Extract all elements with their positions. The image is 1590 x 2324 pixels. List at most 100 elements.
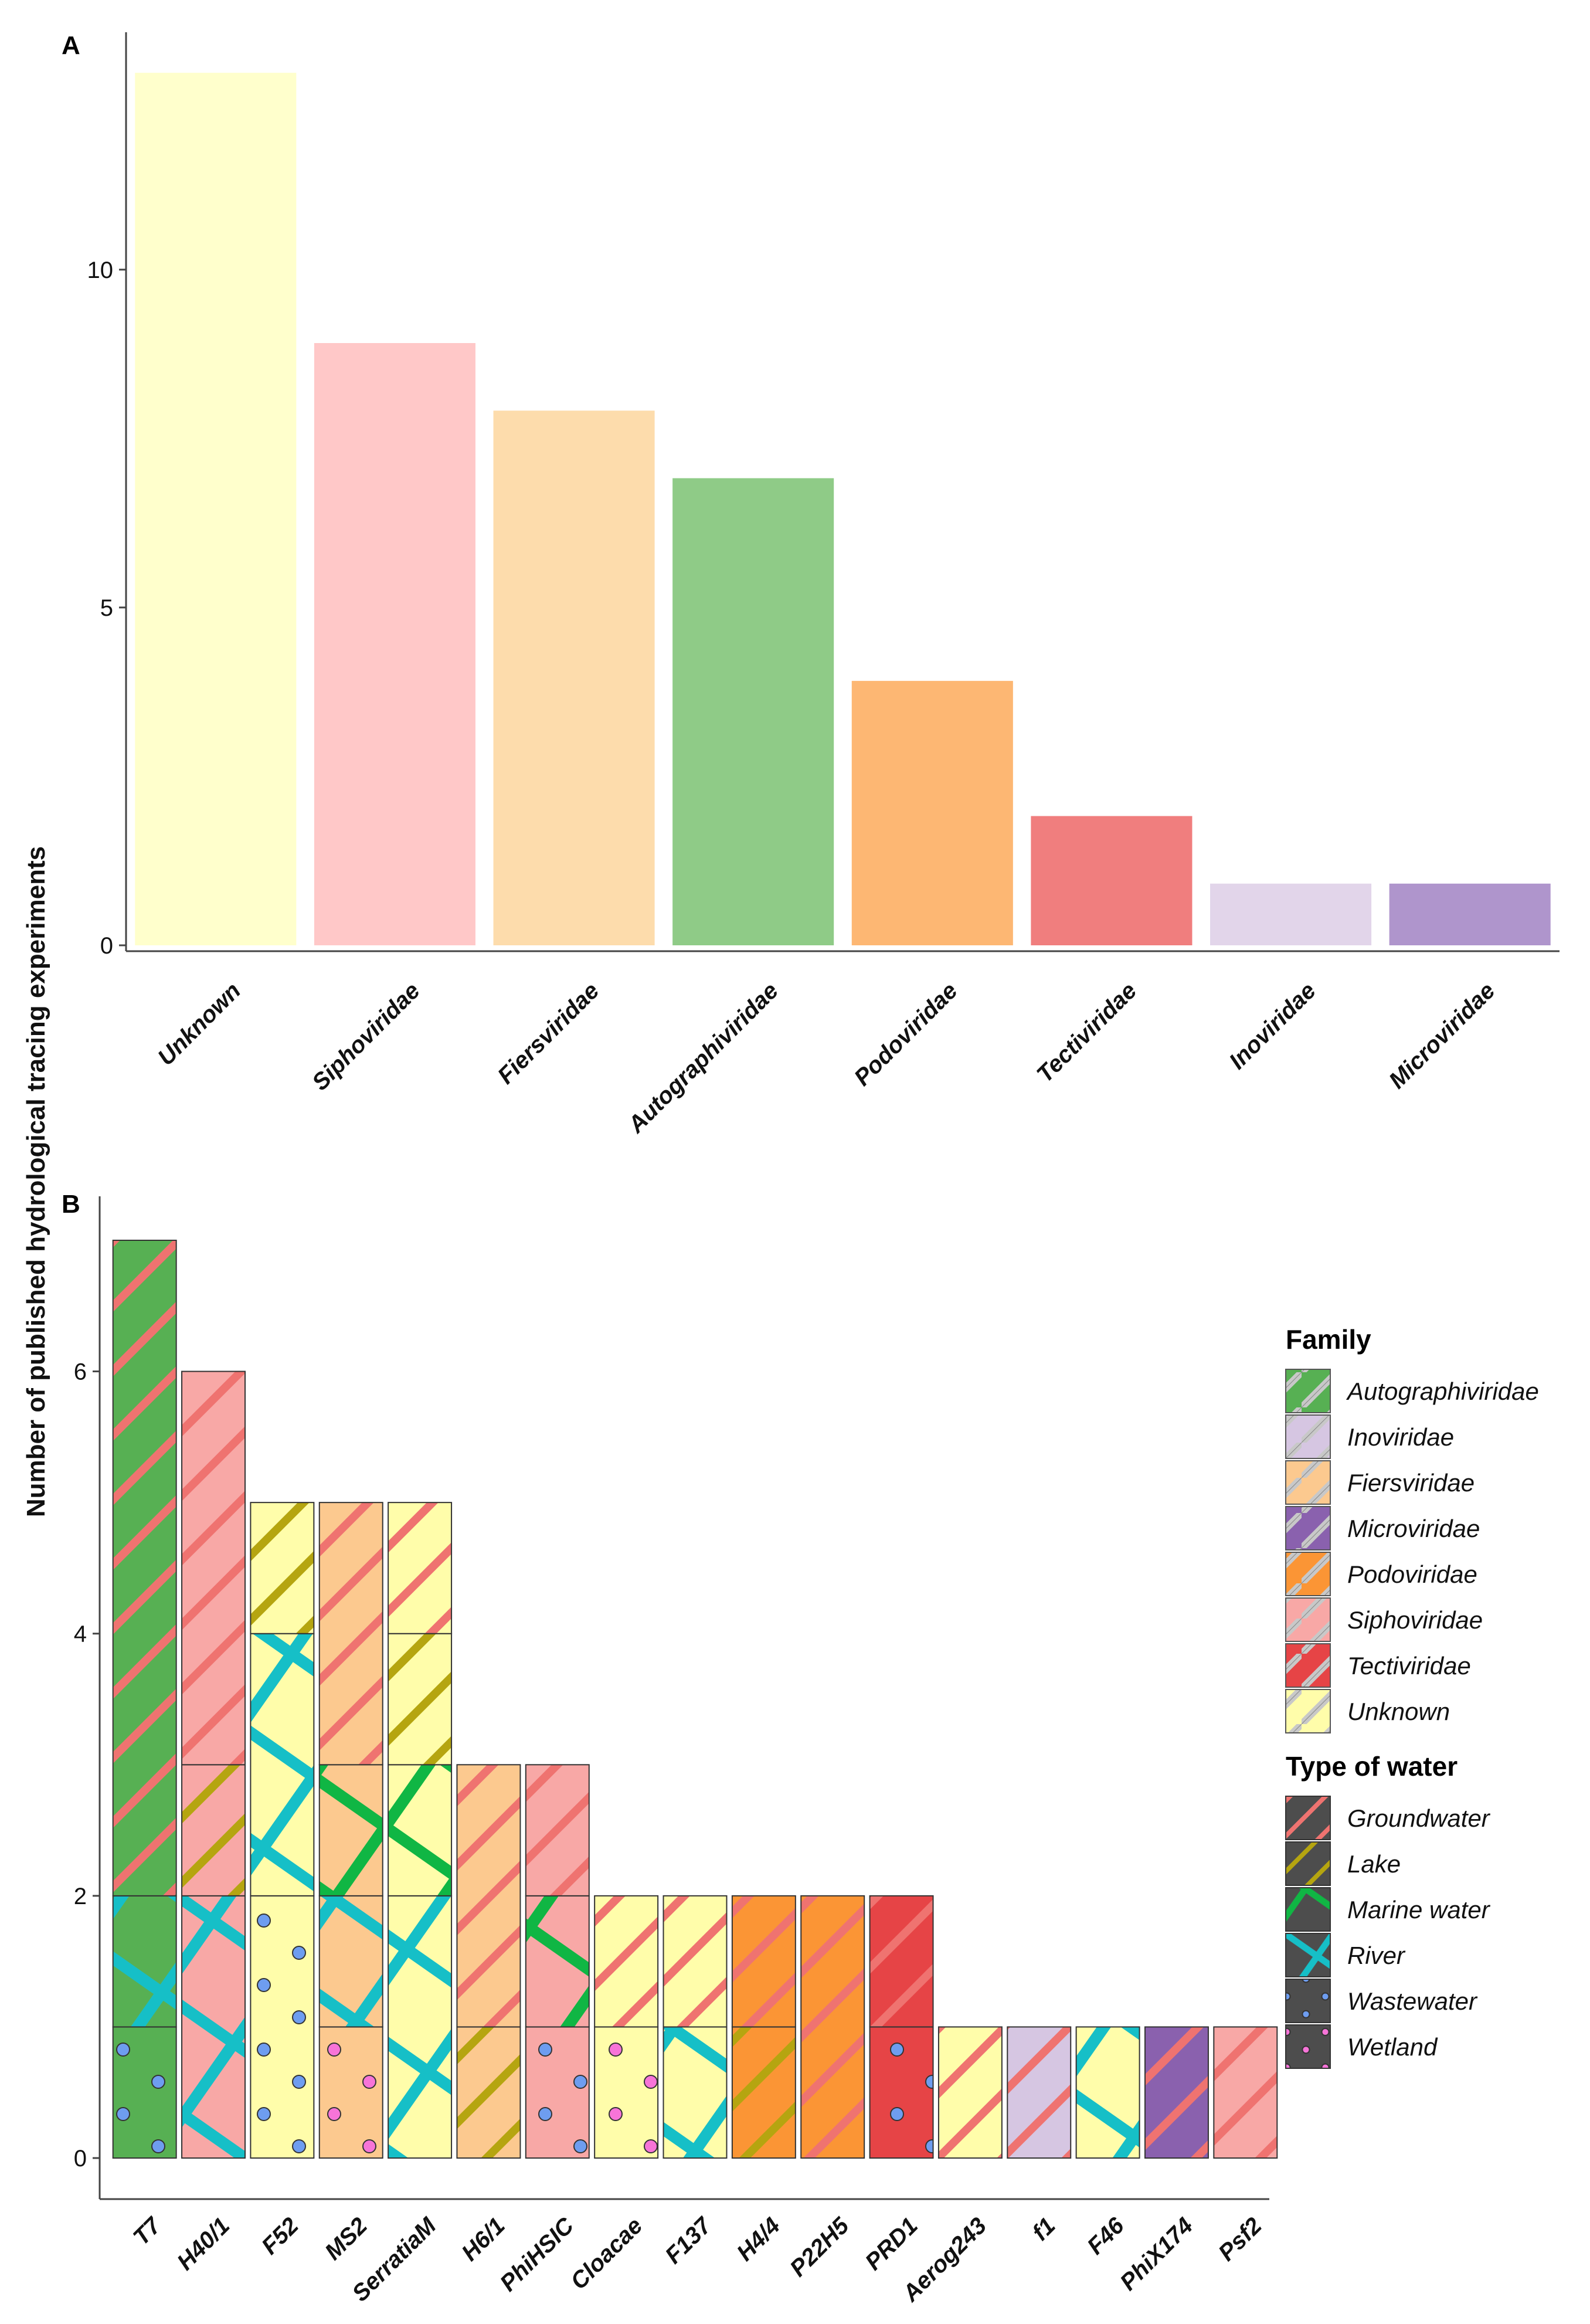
bar-b-ms2-groundwater <box>318 1502 383 1766</box>
bar-a-podoviridae <box>851 681 1013 945</box>
bar-b-h6-1 <box>456 1764 521 2159</box>
legend-family-items: Autographiviridae Inoviridae Fiersviridae M… <box>1285 1369 1539 1733</box>
bar-b-t7-wastewater-pattern <box>112 2026 177 2159</box>
x-tick-a-autographiviridae: Autographiviridae <box>623 978 783 1138</box>
bar-b-phihsic-groundwater <box>525 1764 590 1896</box>
x-tick-b-phihsic: PhiHSIC <box>495 2212 579 2296</box>
panel-b-axes <box>98 1196 1269 2200</box>
y-axis-label: Number of published hydrological tracing… <box>22 846 50 1517</box>
bar-b-f46-river <box>1075 2026 1140 2159</box>
bar-b-f137-groundwater-pattern <box>662 1895 728 2028</box>
y-tick-label-b-0: 0 <box>74 2146 87 2172</box>
bar-b-phihsic-wastewater-pattern <box>525 2026 590 2159</box>
legend-water-label-river: River <box>1347 1942 1406 1969</box>
bar-b-phix174-groundwater <box>1144 2026 1209 2159</box>
bar-b-f137 <box>662 1895 728 2159</box>
legend-family-siphoviridae: Siphoviridae <box>1285 1597 1483 1642</box>
bar-b-f52-lake-pattern <box>250 1502 315 1634</box>
legend-water-key-pattern-groundwater <box>1285 1796 1331 1840</box>
legend-water-label-wastewater: Wastewater <box>1347 1987 1478 2015</box>
bar-b-phihsic-wastewater <box>525 2026 590 2159</box>
x-tick-a-fiersviridae: Fiersviridae <box>493 978 604 1089</box>
bar-b-prd1 <box>869 1895 934 2159</box>
legend-water-wetland: Wetland <box>1285 2024 1438 2069</box>
legend-family-podoviridae: Podoviridae <box>1285 1552 1477 1596</box>
bar-b-h4-4-lake-pattern <box>731 2026 796 2159</box>
legend-family-label-microviridae: Microviridae <box>1347 1515 1480 1542</box>
x-tick-a-podoviridae: Podoviridae <box>850 978 963 1091</box>
legend-family-unknown: Unknown <box>1285 1689 1450 1733</box>
bar-b-serratiam-lake <box>388 1633 453 1766</box>
legend-family-label-unknown: Unknown <box>1347 1698 1450 1725</box>
legend-water-key-pattern-marine-water <box>1285 1887 1331 1932</box>
bar-b-f52-wastewater <box>250 1895 315 2159</box>
legend-family-label-podoviridae: Podoviridae <box>1347 1560 1477 1588</box>
legend-family-title: Family <box>1286 1324 1371 1355</box>
x-tick-b-f46: F46 <box>1082 2213 1129 2259</box>
bar-b-prd1-groundwater-pattern <box>869 1895 934 2028</box>
x-tick-a-inoviridae: Inoviridae <box>1224 978 1321 1074</box>
x-tick-b-f52: F52 <box>257 2213 304 2259</box>
bar-b-h40-1-lake-pattern <box>181 1764 246 1896</box>
bar-b-t7-groundwater <box>112 1240 177 1896</box>
bar-b-f137-river <box>662 2026 728 2159</box>
bar-b-h6-1-groundwater-pattern <box>456 1764 521 2028</box>
bar-b-ms2-river-pattern <box>318 1895 383 2028</box>
panel-a-chart: 0 5 10 Unknown Siphoviridae Fiersviridae Auto… <box>87 32 1560 1138</box>
bar-b-p22h5-groundwater-pattern <box>800 1895 865 2159</box>
x-tick-b-f1: f1 <box>1027 2213 1060 2245</box>
bar-b-ms2 <box>318 1502 383 2159</box>
legend-water-items: Groundwater Lake Marine water River Wastewat… <box>1285 1796 1491 2069</box>
x-tick-b-h6-1: H6/1 <box>457 2213 510 2266</box>
panel-a-x-ticks: Unknown Siphoviridae Fiersviridae Autograph… <box>153 978 1500 1138</box>
bar-b-serratiam <box>388 1502 453 2159</box>
x-tick-b-prd1: PRD1 <box>860 2213 923 2275</box>
y-tick-label-b-2: 2 <box>74 1884 87 1909</box>
legend-family-key-stripe-fiersviridae <box>1285 1460 1331 1505</box>
legend-family-key-stripe-microviridae <box>1285 1506 1331 1551</box>
bar-b-serratiam-river-pattern <box>388 1895 453 2159</box>
panel-a-bars <box>135 73 1551 946</box>
legend-water-label-lake: Lake <box>1347 1850 1401 1878</box>
legend-family-key-stripe-unknown <box>1285 1689 1331 1733</box>
bar-b-h40-1 <box>181 1370 246 2159</box>
panel-a-label: A <box>62 31 80 60</box>
legend-family-inoviridae: Inoviridae <box>1285 1414 1454 1459</box>
bar-b-cloacae-groundwater <box>594 1895 659 2028</box>
bar-a-siphoviridae <box>314 343 475 946</box>
panel-b-y-ticks: 0 2 4 6 <box>74 1359 100 2172</box>
bar-b-cloacae-wetland-pattern <box>594 2026 659 2159</box>
legend-family-tectiviridae: Tectiviridae <box>1285 1643 1471 1688</box>
x-tick-b-cloacae: Cloacae <box>566 2213 648 2295</box>
bar-b-f1-groundwater <box>1007 2026 1072 2159</box>
bar-b-serratiam-marine-water <box>388 1764 453 1896</box>
legend-water-key-pattern-river <box>1285 1933 1331 1977</box>
x-tick-b-p22h5: P22H5 <box>785 2213 854 2282</box>
bar-b-t7-river-pattern <box>112 1895 177 2028</box>
x-tick-b-h4-4: H4/4 <box>732 2213 785 2266</box>
bar-b-h6-1-lake <box>456 2026 521 2159</box>
bar-b-t7-river <box>112 1895 177 2028</box>
bar-b-h40-1-river <box>181 1895 246 2159</box>
legend-water-label-wetland: Wetland <box>1347 2033 1438 2061</box>
bar-b-phix174-groundwater-pattern <box>1144 2026 1209 2159</box>
bar-b-ms2-wetland <box>318 2026 383 2159</box>
legend-family-label-tectiviridae: Tectiviridae <box>1347 1652 1471 1680</box>
panel-b-bars <box>112 1240 1278 2159</box>
bar-b-serratiam-groundwater <box>388 1502 453 1634</box>
bar-b-serratiam-marine-water-pattern <box>388 1764 453 1896</box>
bar-b-f46-river-pattern <box>1075 2026 1140 2159</box>
panel-a-y-ticks: 0 5 10 <box>87 257 126 959</box>
legend-family-key-stripe-autographiviridae <box>1285 1369 1331 1413</box>
legend-water-key-pattern-wastewater <box>1285 1979 1331 2023</box>
legend-water-marine-water: Marine water <box>1285 1887 1491 1932</box>
bar-b-aerog243-groundwater <box>937 2026 1003 2159</box>
bar-a-fiersviridae <box>493 410 655 945</box>
bar-b-h4-4 <box>731 1895 796 2159</box>
bar-b-psf2-groundwater-pattern <box>1213 2026 1278 2159</box>
bar-b-phihsic-marine-water-pattern <box>525 1895 590 2028</box>
x-tick-b-ms2: MS2 <box>320 2213 372 2265</box>
x-tick-b-t7: T7 <box>128 2212 167 2250</box>
